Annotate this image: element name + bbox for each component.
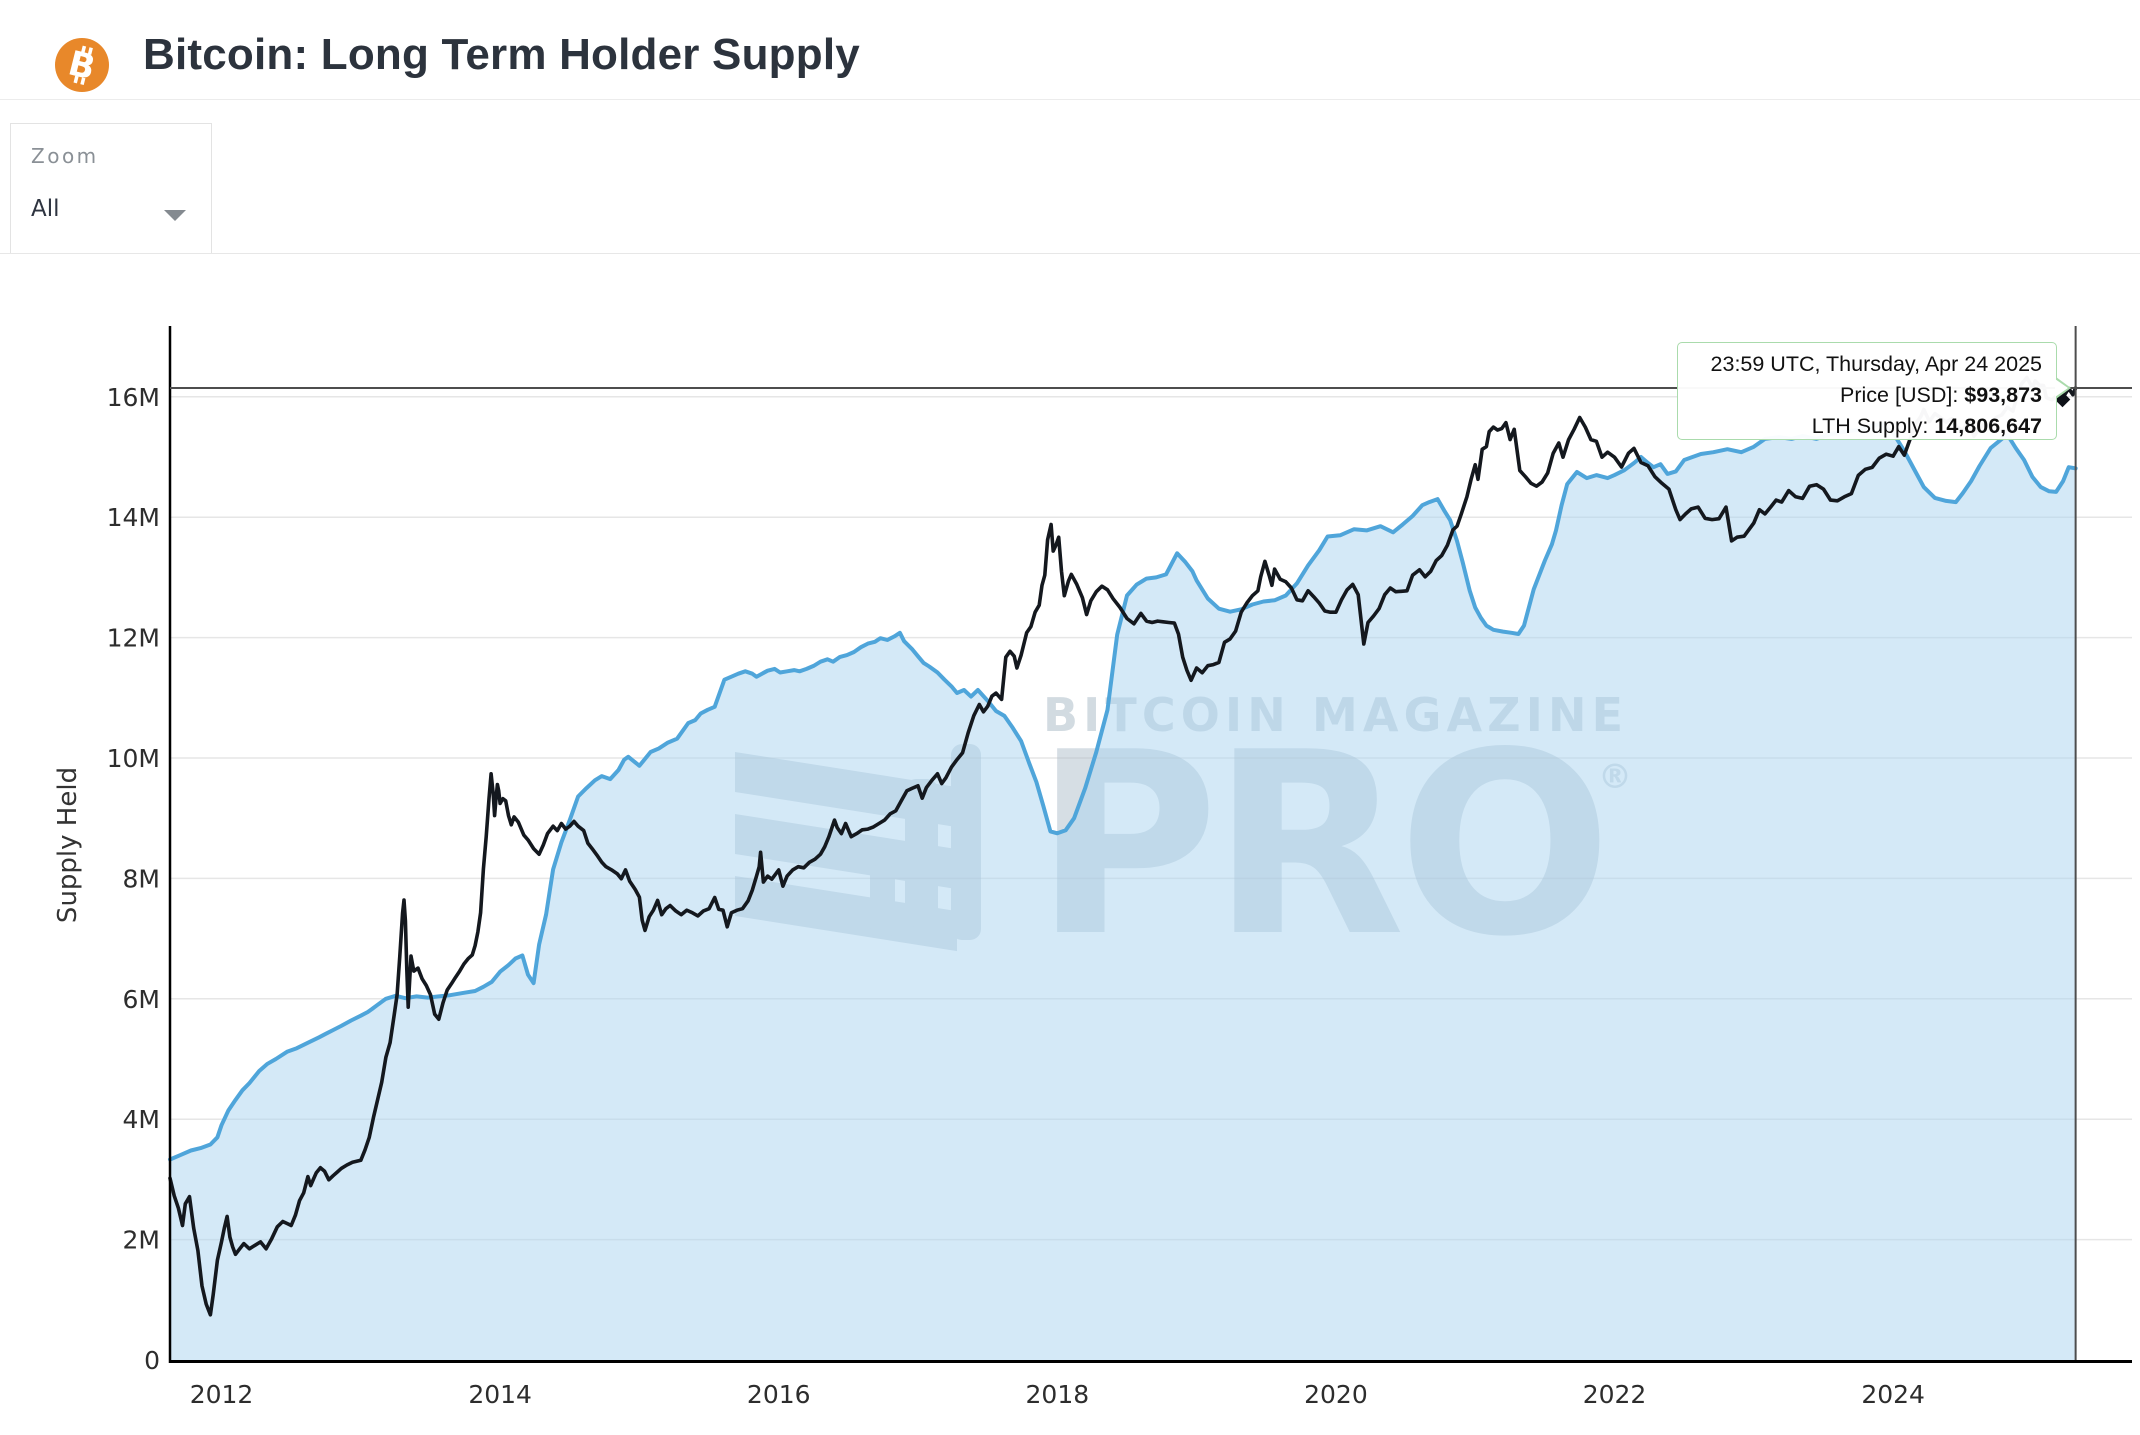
svg-text:2012: 2012 [190,1380,254,1409]
chevron-down-icon [164,210,186,221]
svg-text:0: 0 [144,1346,160,1375]
page-title: Bitcoin: Long Term Holder Supply [143,30,860,79]
y-axis-labels: 0 2M 4M 6M 8M 10M 12M 14M 16M [107,383,160,1375]
chart-area[interactable]: BITCOIN MAGAZINE PRO ® 02M4M6M8M10M12M14… [0,254,2140,1430]
svg-text:2016: 2016 [747,1380,811,1409]
x-axis-labels: 2012 2014 2016 2018 2020 2022 2024 [190,1380,1925,1409]
zoom-selected-value: All [31,196,60,222]
tooltip-datetime: 23:59 UTC, Thursday, Apr 24 2025 [1710,352,2042,376]
svg-text:14M: 14M [107,503,160,532]
lth-supply-chart[interactable]: BITCOIN MAGAZINE PRO ® 02M4M6M8M10M12M14… [0,254,2140,1430]
svg-text:6M: 6M [123,985,160,1014]
svg-text:2024: 2024 [1861,1380,1925,1409]
svg-text:4M: 4M [123,1105,160,1134]
tooltip-price-value: $93,873 [1964,383,2042,407]
supply-line-series [168,421,2078,1162]
price-line-series [168,375,2078,1317]
tooltip-price-label: Price [USD]: [1840,383,1965,407]
svg-text:8M: 8M [123,864,160,893]
tooltip-supply-row: LTH Supply: 14,806,647 [1688,411,2042,442]
tooltip-price-row: Price [USD]: $93,873 [1688,380,2042,411]
svg-text:2014: 2014 [468,1380,532,1409]
zoom-label: Zoom [31,144,99,168]
svg-text:10M: 10M [107,744,160,773]
bitcoin-icon: B [55,38,109,92]
svg-text:12M: 12M [107,624,160,653]
zoom-control: Zoom All [10,123,212,253]
svg-text:2022: 2022 [1583,1380,1647,1409]
svg-text:2M: 2M [123,1226,160,1255]
tooltip-supply-value: 14,806,647 [1934,414,2042,438]
zoom-range-select[interactable]: All [31,196,196,232]
toolbar-divider [0,253,2140,254]
svg-text:16M: 16M [107,383,160,412]
chart-tooltip: 23:59 UTC, Thursday, Apr 24 2025 Price [… [1677,342,2071,442]
tooltip-supply-label: LTH Supply: [1811,414,1935,438]
svg-text:2020: 2020 [1304,1380,1368,1409]
supply-area-fill [170,423,2076,1360]
header: B Bitcoin: Long Term Holder Supply [0,0,2140,100]
y-axis-title: Supply Held [53,767,83,923]
svg-text:2018: 2018 [1026,1380,1090,1409]
